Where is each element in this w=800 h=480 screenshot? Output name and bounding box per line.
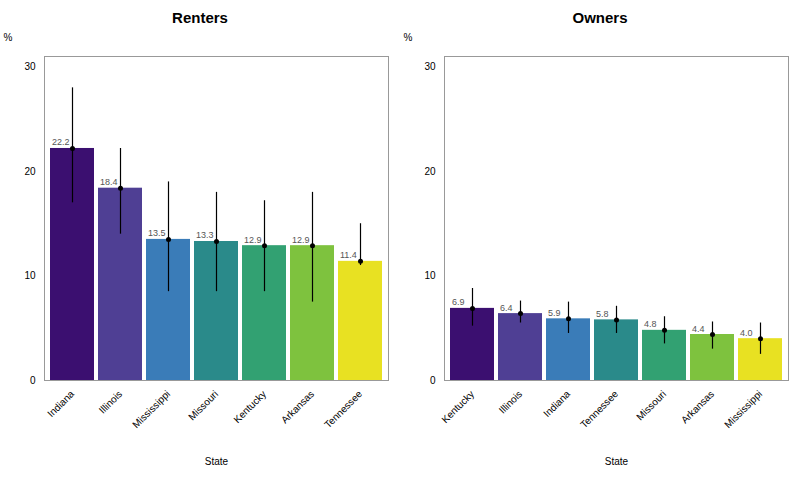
svg-text:10: 10	[424, 270, 436, 281]
svg-text:%: %	[4, 32, 13, 43]
svg-text:4.8: 4.8	[644, 319, 657, 329]
svg-text:20: 20	[424, 166, 436, 177]
svg-text:Missouri: Missouri	[186, 388, 220, 422]
svg-text:Indiana: Indiana	[541, 388, 572, 419]
svg-text:Tennessee: Tennessee	[322, 388, 364, 430]
svg-text:4.0: 4.0	[740, 328, 753, 338]
html-text:Owners: Owners	[572, 9, 628, 26]
svg-text:State: State	[205, 456, 229, 467]
svg-text:30: 30	[24, 61, 36, 72]
svg-text:20: 20	[24, 166, 36, 177]
svg-text:Kentucky: Kentucky	[439, 388, 476, 425]
svg-text:0: 0	[30, 375, 36, 386]
svg-text:Mississippi: Mississippi	[722, 388, 764, 430]
svg-text:18.4: 18.4	[100, 177, 118, 187]
svg-text:Kentucky: Kentucky	[231, 388, 268, 425]
svg-text:4.4: 4.4	[692, 324, 705, 334]
svg-text:12.9: 12.9	[292, 235, 310, 245]
svg-text:5.8: 5.8	[596, 309, 609, 319]
svg-text:Mississippi: Mississippi	[130, 388, 172, 430]
svg-text:10: 10	[24, 270, 36, 281]
svg-text:6.4: 6.4	[500, 303, 513, 313]
svg-text:Illinois: Illinois	[497, 388, 524, 415]
svg-text:Arkansas: Arkansas	[679, 388, 716, 425]
svg-text:13.5: 13.5	[148, 228, 166, 238]
svg-text:Arkansas: Arkansas	[279, 388, 316, 425]
svg-text:Missouri: Missouri	[634, 388, 668, 422]
svg-text:30: 30	[424, 61, 436, 72]
svg-text:Illinois: Illinois	[97, 388, 124, 415]
svg-text:5.9: 5.9	[548, 308, 561, 318]
svg-text:13.3: 13.3	[196, 230, 214, 240]
svg-text:Indiana: Indiana	[45, 388, 76, 419]
svg-text:%: %	[404, 32, 413, 43]
svg-text:6.9: 6.9	[452, 297, 465, 307]
svg-text:Tennessee: Tennessee	[578, 388, 620, 430]
svg-text:0: 0	[430, 375, 436, 386]
svg-text:11.4: 11.4	[340, 250, 357, 260]
svg-text:State: State	[605, 456, 629, 467]
html-text:Renters: Renters	[172, 9, 228, 26]
svg-text:12.9: 12.9	[244, 235, 262, 245]
svg-text:22.2: 22.2	[52, 137, 70, 147]
